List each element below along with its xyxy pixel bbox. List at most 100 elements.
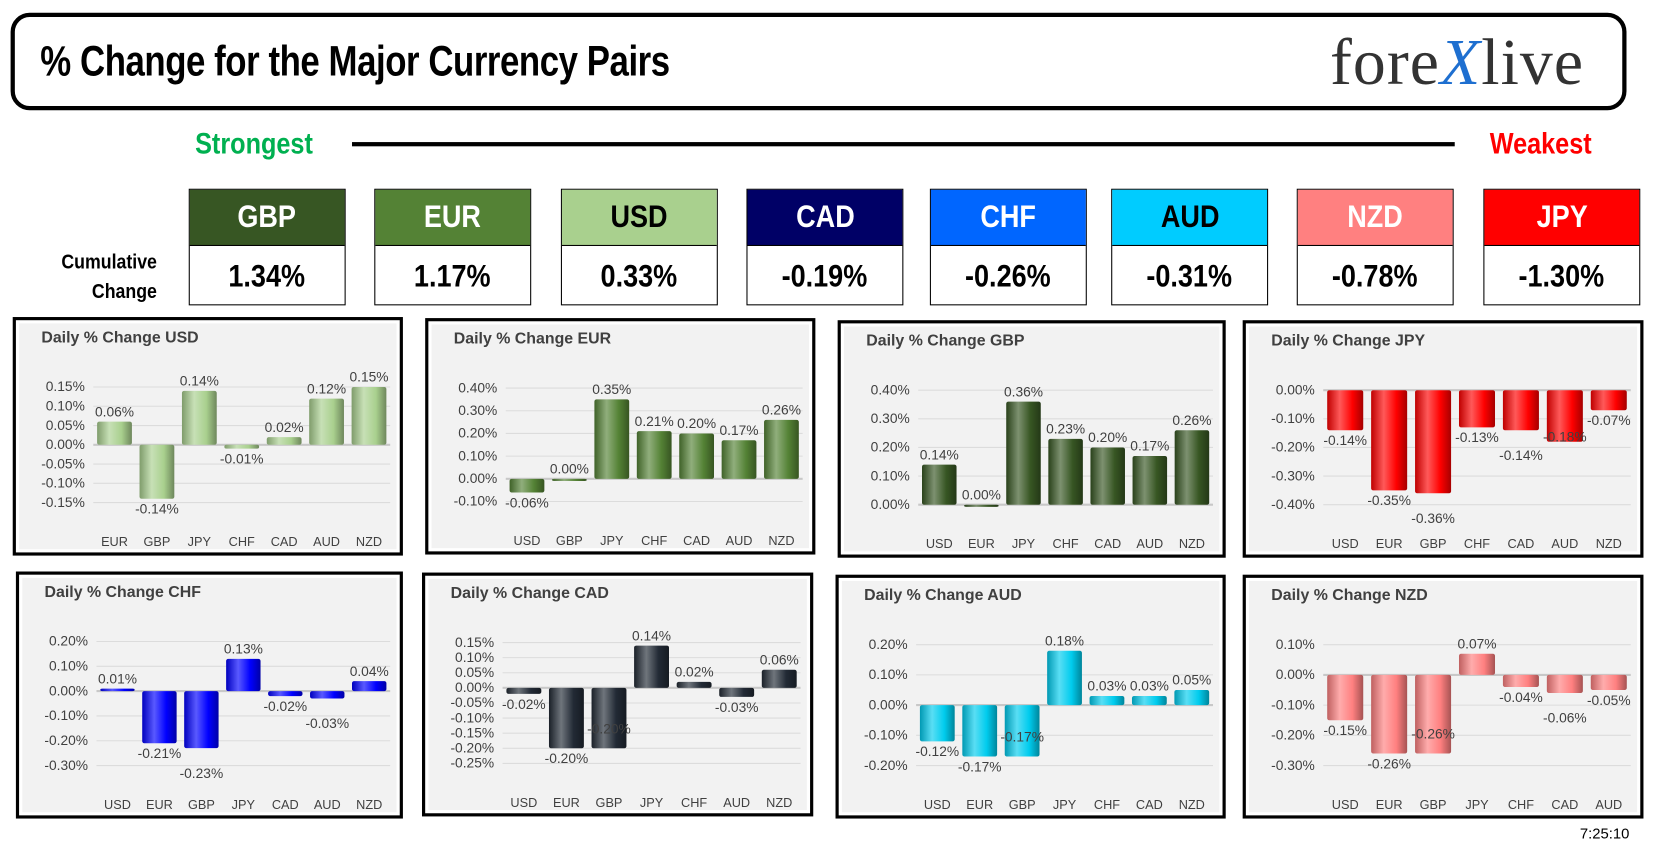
data-label: -0.06% [1543, 711, 1587, 726]
y-tick-label: -0.10% [454, 494, 498, 509]
y-tick-label: -0.40% [1271, 497, 1315, 512]
data-label: -0.14% [1323, 433, 1367, 448]
data-label: -0.20% [545, 751, 589, 766]
bar-aud [310, 691, 345, 699]
x-tick-label: AUD [726, 533, 753, 548]
weakest-label: Weakest [1489, 127, 1592, 161]
bar-gbp [184, 691, 219, 749]
x-tick-label: CAD [1507, 536, 1534, 551]
y-tick-label: -0.10% [864, 728, 908, 743]
y-tick-label: -0.20% [864, 758, 908, 773]
data-label: 0.05% [1172, 673, 1211, 688]
data-label: 0.20% [1088, 430, 1127, 445]
bar-jpy [1006, 401, 1041, 505]
x-tick-label: USD [1332, 536, 1359, 551]
chart-plot: -0.10% 0.00% 0.10% 0.20% 0.30% 0.40% USD GBP JPY… [454, 380, 803, 548]
bar-jpy [1458, 653, 1496, 675]
y-tick-label: 0.10% [871, 468, 910, 483]
x-tick-label: AUD [1136, 536, 1163, 551]
bar-gbp [551, 478, 587, 481]
chart-plot: 0.00% 0.10% 0.20% 0.30% 0.40% USD EUR JPY CHF CAD… [871, 382, 1213, 551]
currency-box-eur: EUR 1.17% [374, 188, 532, 306]
data-label: -0.17% [1000, 730, 1044, 745]
bar-usd [509, 478, 545, 493]
data-label: -0.36% [1411, 511, 1455, 526]
data-label: -0.26% [1367, 756, 1411, 771]
bar-chf [1048, 438, 1083, 505]
currency-box-jpy: JPY -1.30% [1483, 188, 1641, 306]
chart-eur: Daily % Change EUR -0.10% 0.00% 0.10% 0.20% 0… [425, 318, 816, 555]
bar-eur [1371, 390, 1408, 491]
bar-usd [100, 688, 135, 692]
cumulative-change-label: Cumulative Change [56, 248, 157, 307]
x-tick-label: CHF [1508, 797, 1534, 812]
chart-usd: Daily % Change USD -0.15% -0.10% -0.05% 0.00… [12, 317, 403, 556]
bar-chf [1089, 696, 1125, 706]
y-tick-label: 0.10% [869, 667, 908, 682]
data-label: -0.04% [1499, 690, 1543, 705]
data-label: 0.00% [962, 487, 1001, 502]
data-label: 0.07% [1457, 636, 1496, 651]
bar-usd [919, 705, 955, 742]
bar-jpy [1047, 650, 1082, 706]
bar-usd [922, 464, 957, 505]
currency-cumulative-value: -0.78% [1332, 258, 1419, 294]
bar-jpy [226, 658, 261, 692]
bar-eur [1371, 674, 1408, 754]
y-tick-label: 0.00% [871, 497, 910, 512]
data-label: -0.20% [587, 721, 631, 736]
chart-title: Daily % Change GBP [866, 331, 1025, 350]
x-tick-label: JPY [1053, 797, 1077, 812]
currency-box-gbp: GBP 1.34% [188, 188, 346, 306]
x-tick-label: CHF [1094, 797, 1120, 812]
bar-cad [1502, 390, 1539, 431]
y-tick-label: 0.00% [1276, 667, 1315, 682]
data-label: 0.03% [1087, 679, 1126, 694]
chart-title: Daily % Change USD [41, 328, 199, 347]
data-label: 0.04% [350, 664, 389, 679]
y-tick-label: 0.00% [458, 471, 497, 486]
x-tick-label: CHF [641, 533, 667, 548]
y-tick-label: -0.10% [1271, 411, 1315, 426]
x-tick-label: USD [1332, 797, 1359, 812]
x-tick-label: USD [926, 536, 953, 551]
x-tick-label: EUR [968, 536, 995, 551]
y-tick-label: -0.30% [1271, 758, 1315, 773]
y-tick-label: -0.20% [1271, 440, 1315, 455]
chart-title: Daily % Change CAD [450, 584, 609, 603]
y-tick-label: -0.10% [44, 708, 88, 723]
data-label: 0.23% [1046, 422, 1085, 437]
strength-scale-line [352, 142, 1455, 147]
data-label: -0.17% [958, 759, 1002, 774]
y-tick-label: 0.20% [49, 634, 88, 649]
y-tick-label: 0.40% [871, 382, 910, 397]
bar-usd [1327, 390, 1364, 431]
x-tick-label: AUD [314, 797, 341, 812]
x-tick-label: CHF [229, 534, 255, 549]
data-label: -0.03% [305, 716, 349, 731]
data-label: 0.03% [1130, 679, 1169, 694]
x-tick-label: EUR [1376, 536, 1403, 551]
x-tick-label: JPY [640, 795, 664, 810]
currency-code: USD [561, 189, 717, 246]
bar-eur [142, 691, 177, 744]
y-tick-label: 0.00% [455, 680, 494, 695]
bar-gbp [1415, 390, 1452, 494]
bar-aud [309, 398, 344, 445]
y-tick-label: 0.10% [1276, 637, 1315, 652]
y-tick-label: -0.20% [450, 741, 494, 756]
bar-cad [1090, 447, 1125, 505]
data-label: -0.02% [502, 697, 546, 712]
bar-aud [1132, 456, 1168, 505]
chart-title: Daily % Change JPY [1271, 331, 1426, 350]
currency-cumulative-value: -0.26% [965, 258, 1052, 294]
chart-plot: -0.30% -0.20% -0.10% 0.00% 0.10% USD EUR GBP JPY… [1271, 636, 1631, 812]
y-tick-label: 0.00% [869, 697, 908, 712]
currency-code: JPY [1484, 189, 1640, 246]
x-tick-label: GBP [1009, 797, 1036, 812]
data-label: -0.03% [715, 700, 759, 715]
x-tick-label: NZD [1596, 536, 1622, 551]
bar-aud [1590, 674, 1627, 690]
x-tick-label: GBP [1420, 797, 1447, 812]
y-tick-label: 0.00% [49, 683, 88, 698]
